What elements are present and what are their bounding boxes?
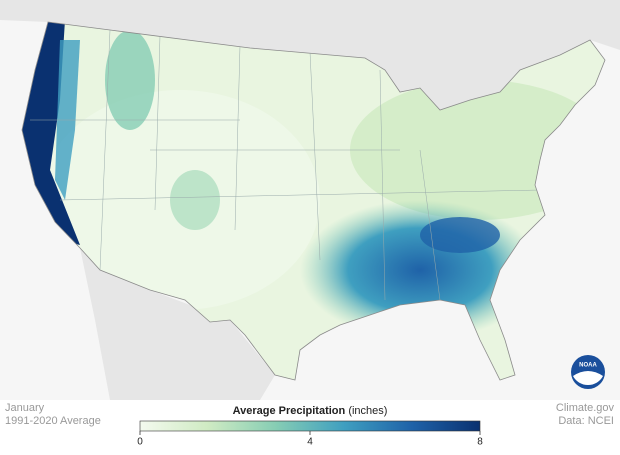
legend-unit: (inches) [348,405,387,417]
logo-text: NOAA [579,363,597,369]
legend-title-text: Average Precipitation [233,405,346,417]
legend-title: Average Precipitation (inches) [233,405,388,417]
noaa-logo: NOAA [571,355,605,389]
mexico [80,248,275,400]
color-bar [139,420,481,432]
tick-label: 0 [137,437,143,448]
map-subtitle: 1991-2020 Average [5,415,101,427]
state-lines [30,29,541,301]
canada [0,0,620,110]
tick-label: 4 [307,437,313,448]
data-source: Data: NCEI [558,415,614,427]
source: Climate.gov [556,402,615,414]
tick-label: 8 [477,437,483,448]
map-title: January [5,402,45,414]
